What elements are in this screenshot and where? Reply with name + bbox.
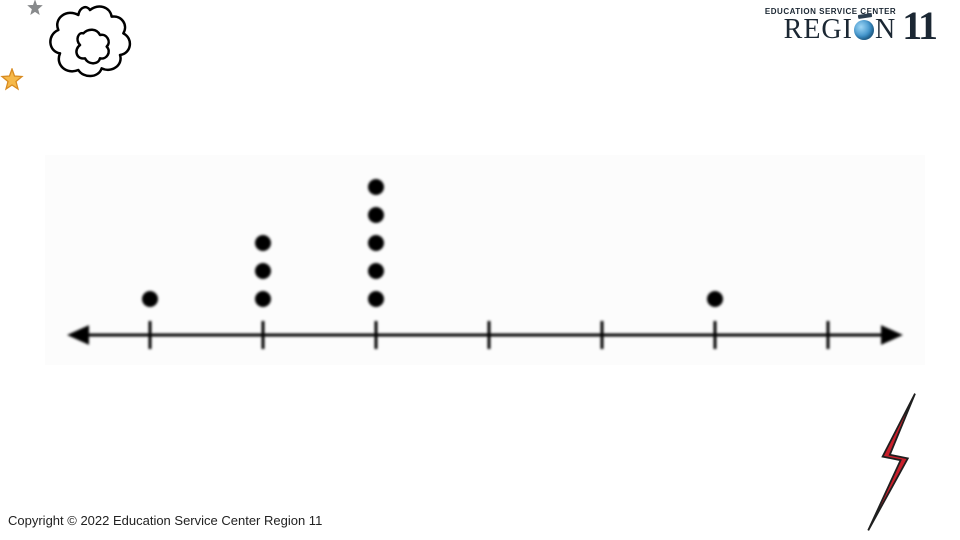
logo-text-after: N (875, 16, 896, 44)
star-orange-icon (0, 68, 24, 92)
logo-text-before: REGI (784, 16, 853, 44)
copyright-text: Copyright © 2022 Education Service Cente… (8, 513, 322, 528)
lightning-bolt-icon (852, 390, 942, 534)
logo-region-text: REGI N (784, 16, 897, 44)
logo-text-wrap: EDUCATION SERVICE CENTER REGI N (765, 8, 896, 44)
dotplot-svg (45, 155, 925, 365)
globe-icon (854, 20, 874, 40)
logo-number: 11 (902, 2, 936, 49)
cloud-doodle-icon (40, 0, 140, 100)
region11-logo: EDUCATION SERVICE CENTER REGI N 11 (765, 2, 936, 49)
dotplot-container (45, 155, 925, 365)
slide-root: EDUCATION SERVICE CENTER REGI N 11 Copyr… (0, 0, 960, 540)
star-gray-icon (27, 0, 43, 16)
